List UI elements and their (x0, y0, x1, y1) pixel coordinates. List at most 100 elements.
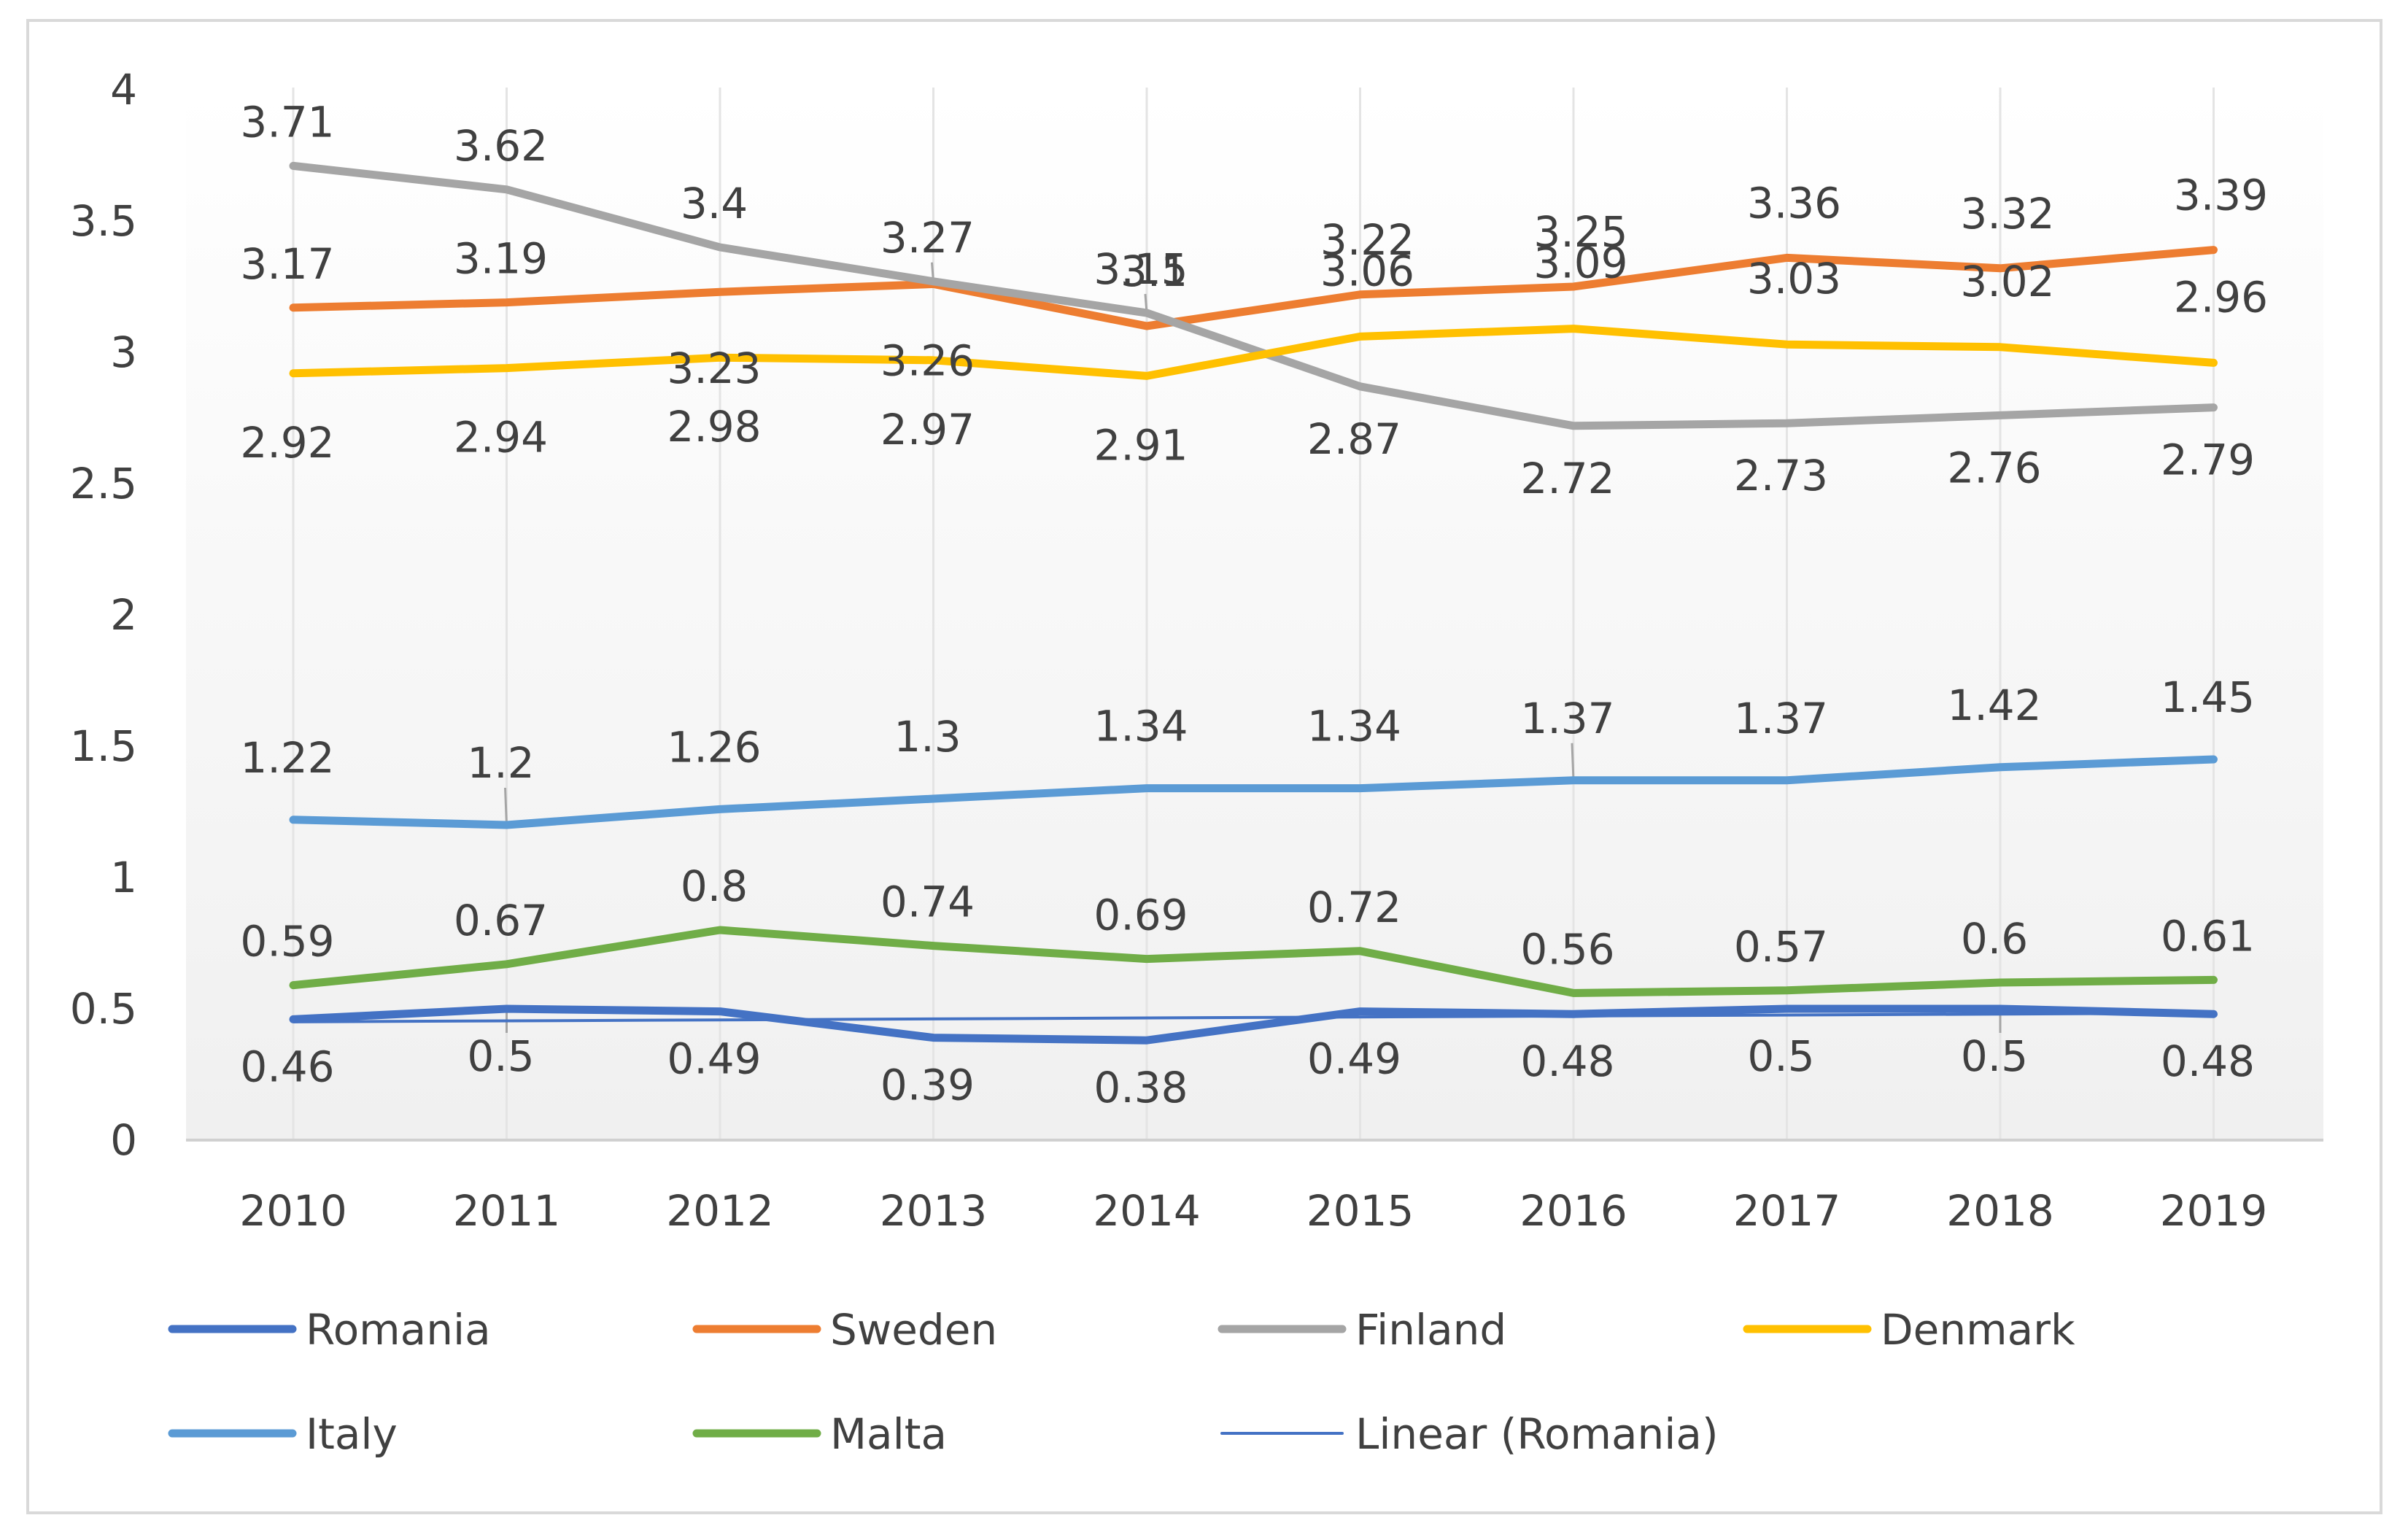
x-tick-label-2014: 2014 (1093, 1186, 1201, 1236)
data-label-finland-2019: 2.79 (2161, 435, 2255, 485)
series-line-malta (289, 926, 2218, 997)
x-tick-label-2013: 2013 (880, 1186, 988, 1236)
x-tick-label-2017: 2017 (1733, 1186, 1841, 1236)
x-tick-label-2011: 2011 (453, 1186, 561, 1236)
data-label-romania-2012: 0.49 (667, 1034, 761, 1084)
data-label-italy-2018: 1.42 (1947, 681, 2041, 730)
data-label-malta-2019: 0.61 (2161, 911, 2255, 961)
x-tick-label-2010: 2010 (239, 1186, 347, 1236)
data-label-denmark-2010: 2.92 (240, 418, 334, 468)
series-line-denmark (289, 325, 2218, 380)
legend-label-finland: Finland (1355, 1305, 1506, 1355)
y-tick-label-4: 4 (110, 65, 137, 115)
series-line-sweden (289, 246, 2218, 330)
data-label-denmark-2016: 3.09 (1533, 239, 1627, 288)
data-label-romania-2015: 0.49 (1307, 1034, 1401, 1084)
data-label-malta-2013: 0.74 (880, 878, 975, 927)
data-label-denmark-2011: 2.94 (454, 413, 548, 462)
data-label-finland-2013: 3.27 (880, 213, 975, 263)
data-label-malta-2018: 0.6 (1961, 914, 2028, 964)
data-label-denmark-2017: 3.03 (1747, 254, 1841, 303)
y-tick-label-2.5: 2.5 (70, 459, 137, 508)
x-tick-label-2019: 2019 (2160, 1186, 2268, 1236)
legend-label-denmark: Denmark (1881, 1305, 2075, 1355)
data-label-sweden-2012: 3.23 (667, 344, 761, 393)
data-label-finland-2012: 3.4 (681, 179, 748, 228)
legend: Romania Sweden Finland Denmark Italy Malta Lin… (168, 1305, 2075, 1459)
data-label-denmark-2018: 3.02 (1960, 257, 2054, 306)
data-label-denmark-2015: 3.06 (1320, 246, 1414, 295)
data-label-sweden-2011: 3.19 (454, 234, 548, 284)
data-label-sweden-2015: 3.22 (1320, 215, 1414, 265)
series-line-italy (289, 755, 2218, 829)
data-label-romania-2019: 0.48 (2161, 1037, 2255, 1086)
data-label-italy-2017: 1.37 (1734, 694, 1828, 743)
y-tick-label-1.5: 1.5 (70, 721, 137, 771)
data-label-malta-2010: 0.59 (240, 917, 334, 967)
legend-label-sweden: Sweden (830, 1305, 997, 1355)
y-tick-label-3: 3 (110, 328, 137, 377)
data-label-romania-2016: 0.48 (1520, 1037, 1614, 1086)
data-labels: 0.46 0.5 0.49 0.39 0.38 0.49 0.48 0.5 0.5 0.48 3.1… (240, 97, 2268, 1112)
data-label-italy-2014: 1.34 (1093, 702, 1188, 751)
data-label-sweden-2013: 3.26 (880, 336, 975, 385)
trendline-linear-romania- (293, 1011, 2214, 1023)
data-label-finland-2014: 3.15 (1093, 244, 1188, 294)
data-label-denmark-2012: 2.98 (667, 402, 761, 452)
data-label-finland-2015: 2.87 (1307, 414, 1401, 464)
data-label-sweden-2017: 3.36 (1747, 178, 1841, 228)
y-tick-label-2: 2 (110, 590, 137, 640)
data-label-italy-2013: 1.3 (894, 712, 961, 762)
data-label-italy-2015: 1.34 (1307, 702, 1401, 751)
data-label-malta-2011: 0.67 (454, 896, 548, 945)
data-label-malta-2014: 0.69 (1093, 891, 1188, 940)
x-tick-label-2018: 2018 (1946, 1186, 2054, 1236)
data-label-finland-2016: 2.72 (1520, 454, 1614, 503)
data-label-sweden-2010: 3.17 (240, 239, 334, 289)
data-label-sweden-2014: 3.1 (1120, 247, 1188, 296)
y-tick-label-3.5: 3.5 (70, 196, 137, 246)
data-label-sweden-2018: 3.32 (1960, 189, 2054, 239)
x-tick-label-2012: 2012 (666, 1186, 774, 1236)
data-label-sweden-2019: 3.39 (2174, 171, 2268, 220)
legend-label-romania: Romania (306, 1305, 491, 1355)
data-label-sweden-2016: 3.25 (1533, 207, 1627, 257)
data-label-malta-2017: 0.57 (1734, 922, 1828, 972)
data-label-romania-2014: 0.38 (1093, 1063, 1188, 1112)
data-label-romania-2013: 0.39 (880, 1061, 975, 1110)
data-label-romania-2010: 0.46 (240, 1042, 334, 1091)
y-tick-label-0: 0 (110, 1115, 137, 1165)
data-label-italy-2012: 1.26 (667, 722, 761, 772)
data-label-italy-2010: 1.22 (240, 733, 334, 783)
data-label-italy-2019: 1.45 (2161, 673, 2255, 722)
legend-label-italy: Italy (306, 1409, 398, 1459)
x-tick-label-2015: 2015 (1306, 1186, 1414, 1236)
data-label-denmark-2019: 2.96 (2174, 272, 2268, 322)
data-label-finland-2011: 3.62 (454, 121, 548, 171)
legend-label-linear-romania-: Linear (Romania) (1355, 1409, 1719, 1459)
data-label-italy-2011: 1.2 (467, 738, 534, 788)
data-label-malta-2012: 0.8 (681, 861, 748, 911)
data-label-finland-2018: 2.76 (1947, 443, 2041, 492)
trendline (293, 1011, 2214, 1023)
y-tick-label-0.5: 0.5 (70, 984, 137, 1034)
x-tick-label-2016: 2016 (1519, 1186, 1627, 1236)
data-label-malta-2016: 0.56 (1520, 924, 1614, 974)
data-label-finland-2010: 3.71 (240, 97, 334, 147)
data-label-romania-2018: 0.5 (1961, 1031, 2028, 1081)
data-label-finland-2017: 2.73 (1734, 451, 1828, 500)
leader-line-italy-2011 (504, 787, 508, 826)
series-line-finland (289, 161, 2218, 430)
axes: 0 0.5 1 1.5 2 2.5 3 3.5 4 2010 2011 2012 2013 2014 201… (70, 65, 2323, 1236)
y-tick-label-1: 1 (110, 853, 137, 902)
data-label-denmark-2014: 2.91 (1093, 420, 1188, 470)
data-label-romania-2017: 0.5 (1747, 1031, 1814, 1081)
series-lines (289, 161, 2218, 1045)
data-label-romania-2011: 0.5 (467, 1031, 534, 1081)
data-label-malta-2015: 0.72 (1307, 883, 1401, 932)
leader-line-italy-2016 (1571, 743, 1575, 780)
gridlines (292, 88, 2215, 1140)
series-line-romania (289, 1004, 2218, 1045)
legend-label-malta: Malta (830, 1409, 947, 1459)
